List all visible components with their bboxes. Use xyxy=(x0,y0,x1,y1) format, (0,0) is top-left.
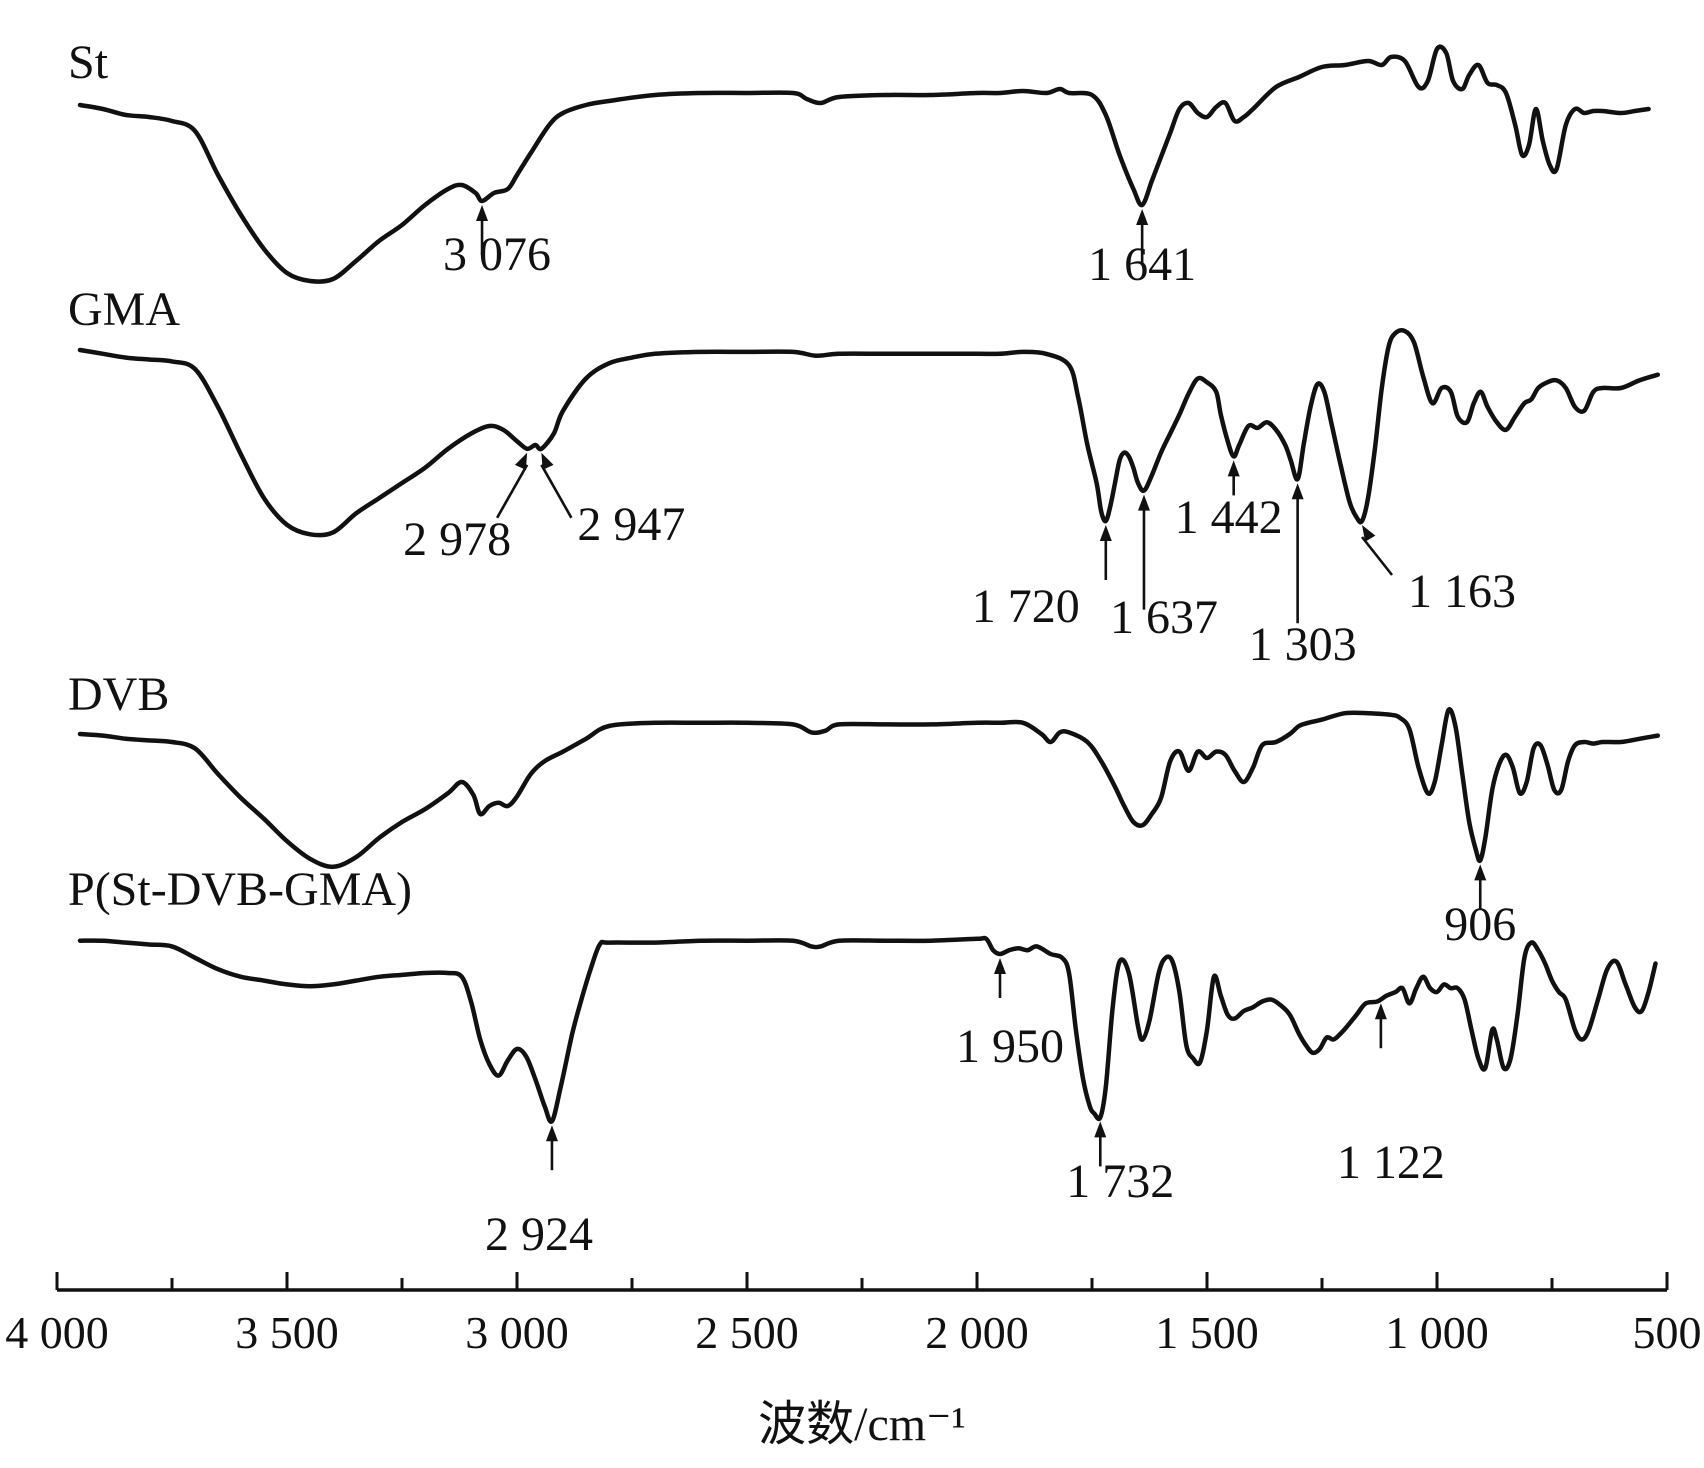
peak-label: 3 076 xyxy=(443,228,551,281)
peak-arrowhead xyxy=(1099,525,1112,541)
spectra-curves xyxy=(77,44,1661,1125)
peak-arrow xyxy=(495,464,529,519)
peak-arrowhead xyxy=(1094,1121,1107,1138)
peak-label: 1 637 xyxy=(1110,591,1218,644)
peak-annotation-2-978: 2 978 xyxy=(403,452,529,566)
peak-label: 2 947 xyxy=(577,498,685,551)
x-tick-label: 500 xyxy=(1633,1307,1702,1358)
peak-label: 1 303 xyxy=(1249,618,1357,671)
peak-annotation-1-732: 1 732 xyxy=(1066,1121,1174,1208)
peak-arrowhead xyxy=(1474,864,1487,881)
series-line-dvb xyxy=(77,707,1661,870)
peak-arrow xyxy=(540,464,573,519)
peak-label: 1 163 xyxy=(1408,565,1516,618)
peak-annotation-906: 906 xyxy=(1444,864,1516,951)
peak-label: 906 xyxy=(1444,898,1516,951)
x-axis-title: 波数/cm⁻¹ xyxy=(758,1398,966,1451)
series-labels: St GMA DVB P(St-DVB-GMA) xyxy=(68,36,412,916)
peak-label: 1 442 xyxy=(1175,491,1283,544)
peak-annotation-1-950: 1 950 xyxy=(956,958,1064,1073)
peak-arrow xyxy=(1360,536,1394,576)
x-tick-label: 3 000 xyxy=(465,1307,569,1358)
peak-label: 1 641 xyxy=(1088,238,1196,291)
x-tick-label: 2 000 xyxy=(925,1307,1029,1358)
x-tick-label: 4 000 xyxy=(5,1307,109,1358)
series-line-st xyxy=(77,44,1651,284)
peak-label: 1 950 xyxy=(956,1020,1064,1073)
peak-arrowhead xyxy=(1362,525,1376,542)
peak-annotation-1-641: 1 641 xyxy=(1088,209,1196,291)
peak-arrowhead xyxy=(545,1125,558,1142)
series-label-gma: GMA xyxy=(68,283,180,336)
peak-arrowhead xyxy=(1137,494,1150,511)
peak-arrowhead xyxy=(994,958,1006,974)
peak-arrowhead xyxy=(514,452,528,470)
peak-annotation-3-076: 3 076 xyxy=(443,205,551,281)
peak-annotation-1-122: 1 122 xyxy=(1337,1003,1445,1189)
x-tick-label: 3 500 xyxy=(235,1307,339,1358)
peak-arrowhead xyxy=(1374,1003,1387,1020)
series-label-st: St xyxy=(68,36,109,89)
peak-label: 1 122 xyxy=(1337,1136,1445,1189)
peak-annotation-1-637: 1 637 xyxy=(1110,494,1218,644)
peak-annotation-1-442: 1 442 xyxy=(1175,460,1283,544)
peak-arrowhead xyxy=(541,452,554,470)
peak-label: 1 732 xyxy=(1066,1155,1174,1208)
series-label-p-st-dvb-gma: P(St-DVB-GMA) xyxy=(68,863,412,916)
peak-annotation-1-303: 1 303 xyxy=(1249,483,1357,671)
peak-label: 2 924 xyxy=(485,1208,593,1261)
peak-annotations: 3 076 1 641 2 978 2 947 1 720 1 637 1 442 1 303… xyxy=(403,205,1516,1261)
peak-annotation-1-720: 1 720 xyxy=(972,525,1112,633)
peak-arrowhead xyxy=(1227,460,1240,477)
series-line-gma xyxy=(77,327,1661,538)
peak-label: 2 978 xyxy=(403,513,511,566)
series-line-p-st-dvb-gma xyxy=(77,935,1658,1125)
x-tick-label: 1 000 xyxy=(1385,1307,1489,1358)
x-axis: 4 000 3 500 3 000 2 500 2 000 1 500 1 000 500 xyxy=(5,1272,1702,1358)
peak-annotation-2-924: 2 924 xyxy=(485,1125,593,1261)
x-tick-label: 2 500 xyxy=(695,1307,799,1358)
peak-annotation-1-163: 1 163 xyxy=(1360,525,1516,618)
peak-annotation-2-947: 2 947 xyxy=(540,452,685,551)
peak-arrowhead xyxy=(1136,209,1149,225)
peak-arrowhead xyxy=(476,205,489,221)
x-tick-label: 1 500 xyxy=(1155,1307,1259,1358)
peak-label: 1 720 xyxy=(972,580,1080,633)
series-label-dvb: DVB xyxy=(68,668,169,721)
peak-arrowhead xyxy=(1291,483,1304,500)
